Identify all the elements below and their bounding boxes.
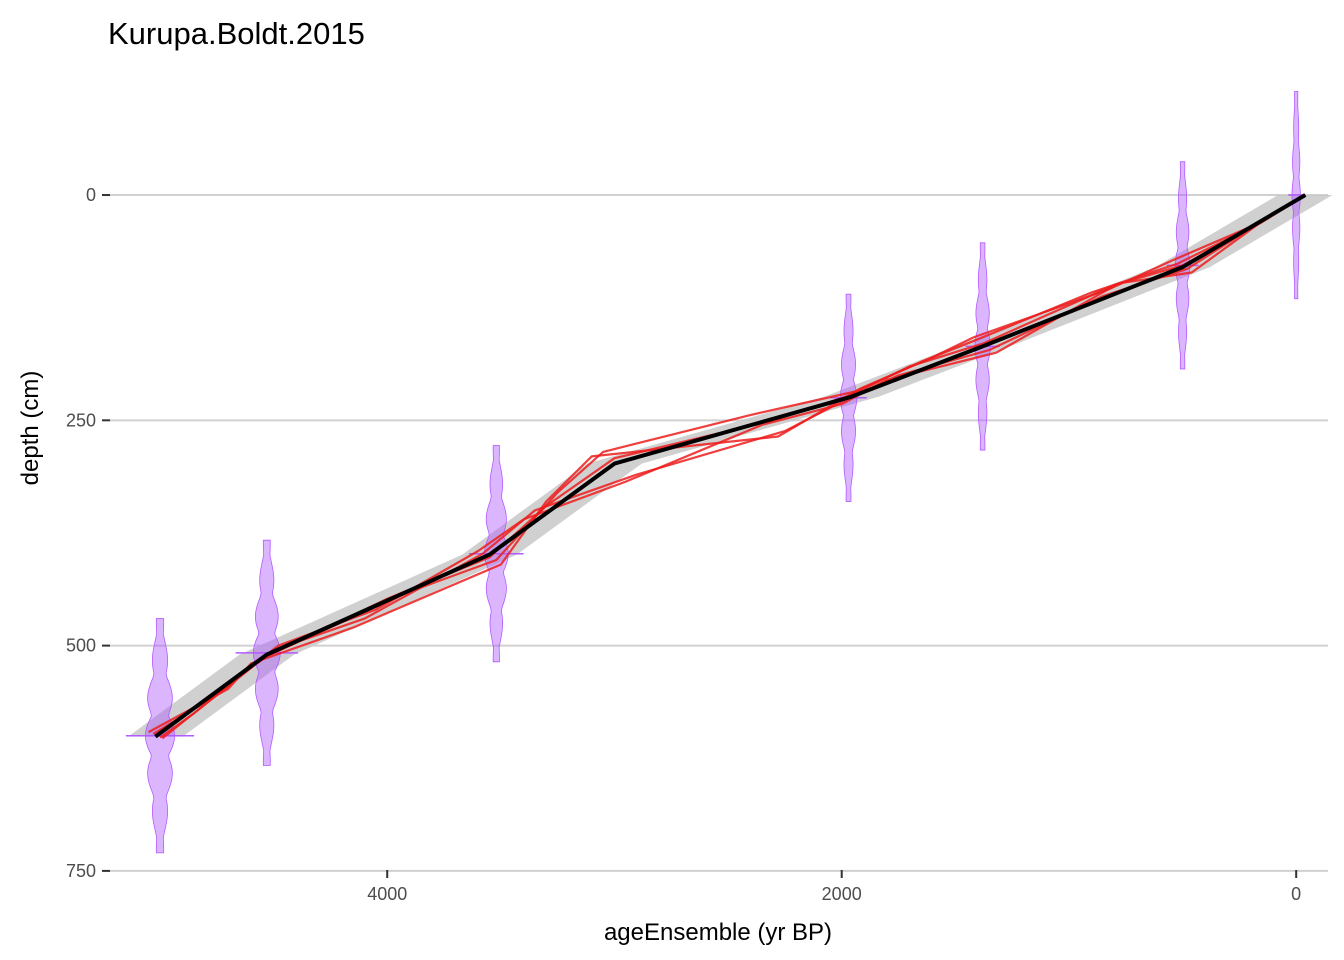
x-tick-label: 4000	[367, 884, 407, 904]
y-tick-label: 750	[66, 861, 96, 881]
y-axis: 0 250 500 750	[66, 185, 110, 881]
y-tick-label: 250	[66, 410, 96, 430]
median-line	[154, 193, 1307, 739]
median-line-group	[154, 193, 1307, 739]
ensemble-line	[148, 194, 1306, 734]
x-tick-label: 0	[1291, 884, 1301, 904]
date-distributions	[125, 90, 1305, 854]
chart-title: Kurupa.Boldt.2015	[108, 16, 365, 51]
x-axis: 4000 2000 0	[367, 870, 1301, 904]
x-axis-title: ageEnsemble (yr BP)	[604, 919, 832, 946]
y-axis-title: depth (cm)	[17, 371, 44, 486]
grid-lines	[110, 194, 1328, 872]
x-tick-label: 2000	[822, 884, 862, 904]
y-tick-label: 500	[66, 636, 96, 656]
y-tick-label: 0	[86, 185, 96, 205]
ensemble-line	[152, 194, 1306, 735]
uncertainty-band-area	[128, 195, 1333, 737]
uncertainty-band	[128, 195, 1333, 737]
